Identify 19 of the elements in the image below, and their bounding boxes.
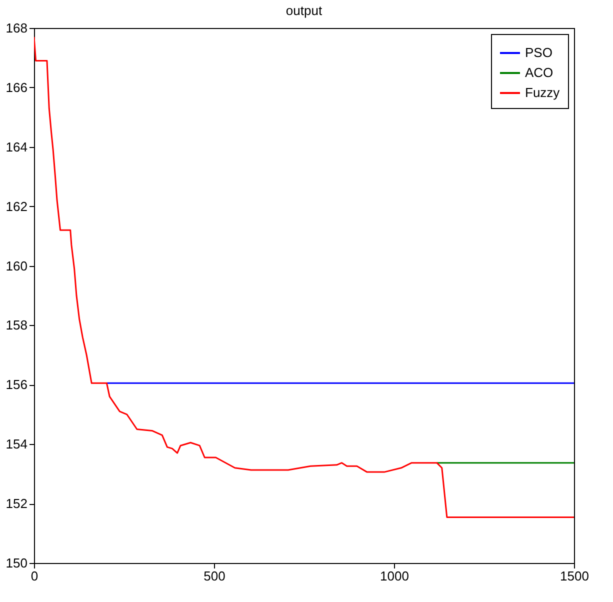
y-tick-label: 166: [6, 80, 28, 95]
y-tick-label: 164: [6, 139, 28, 154]
y-tick-label: 160: [6, 258, 28, 274]
legend-label: Fuzzy: [525, 85, 560, 100]
legend-label: ACO: [525, 65, 554, 80]
y-tick-label: 156: [6, 377, 28, 392]
x-tick-label: 1000: [380, 568, 409, 584]
chart-title: output: [286, 3, 322, 18]
y-tick-label: 168: [6, 20, 28, 36]
y-tick-label: 152: [6, 496, 28, 512]
x-tick-label: 500: [204, 568, 226, 584]
y-tick-label: 162: [6, 198, 28, 214]
x-tick-label: 0: [30, 568, 38, 584]
y-tick-label: 150: [6, 556, 28, 570]
y-tick-label: 154: [6, 436, 28, 452]
line-series: [34, 36, 574, 518]
y-tick-label: 158: [6, 318, 28, 333]
legend-label: PSO: [525, 45, 552, 60]
x-tick-label: 1500: [560, 568, 589, 584]
